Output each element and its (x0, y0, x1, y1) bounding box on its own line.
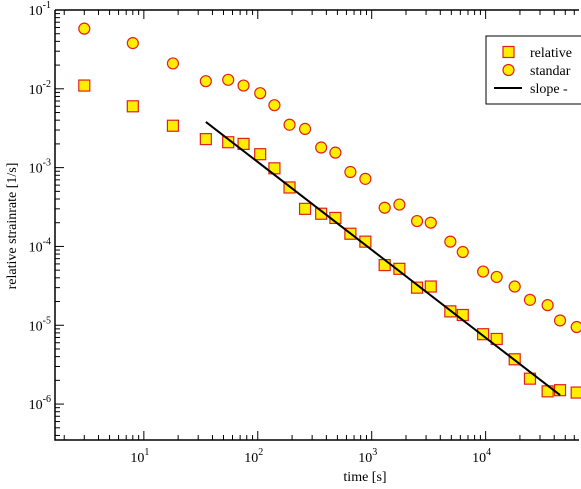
y-tick-label: 10-4 (29, 236, 51, 255)
y-axis-label: relative strainrate [1/s] (5, 163, 20, 290)
standard-data-point (378, 201, 391, 214)
slope-fit-line (205, 121, 561, 396)
standard-data-point (541, 299, 554, 312)
standard-data-point (344, 165, 357, 179)
standard-data-point (237, 79, 250, 92)
x-tick-label: 103 (358, 447, 377, 466)
legend: relative standar slope - (485, 35, 581, 105)
relative-data-point (199, 133, 212, 146)
x-tick-label: 104 (472, 447, 491, 466)
standard-data-point (298, 122, 312, 136)
standard-data-point (553, 314, 567, 327)
standard-data-point (508, 280, 521, 293)
relative-data-point (393, 262, 406, 275)
x-tick-label: 101 (130, 447, 149, 466)
relative-data-point (570, 386, 581, 399)
y-tick-label: 10-3 (29, 158, 51, 177)
standard-data-point (410, 214, 424, 228)
standard-data-point (283, 118, 296, 131)
x-axis-label: time [s] (343, 470, 386, 485)
relative-data-point (78, 79, 91, 92)
relative-data-point (523, 372, 537, 385)
relative-data-point (298, 202, 312, 215)
standard-data-point (254, 87, 267, 100)
plot-frame (54, 9, 579, 441)
axes: 101 102 103 104 10-6 10-5 10-4 10-3 10-2 10-1 (29, 0, 579, 466)
relative-data-point (410, 281, 424, 294)
relative-data-point (490, 332, 503, 346)
standard-data-point (490, 270, 503, 284)
standard-data-point (199, 75, 212, 88)
relative-data-point (166, 119, 180, 132)
standard-data-point (393, 198, 406, 211)
standard-data-point (570, 320, 581, 334)
standard-data-point (359, 172, 372, 185)
relative-data-point (476, 328, 490, 341)
y-tick-label: 10-6 (29, 394, 51, 413)
standard-data-point (268, 99, 281, 112)
relative-data-point (126, 100, 139, 113)
standard-data-point (444, 235, 457, 248)
standard-data-point (315, 141, 328, 154)
standard-data-point (222, 73, 235, 86)
x-tick-label: 102 (244, 447, 263, 466)
legend-symbol (502, 63, 515, 77)
relative-data-point (315, 207, 328, 220)
standard-data-point (523, 293, 537, 306)
y-tick-label: 10-5 (29, 315, 51, 334)
standard-data-point (78, 22, 91, 35)
y-tick-label: 10-2 (29, 79, 51, 98)
relative-data-point (254, 148, 267, 161)
standard-data-point (329, 146, 342, 159)
plot-area (78, 22, 581, 399)
legend-entry-label: standar (530, 64, 571, 79)
standard-data-point (166, 57, 180, 70)
standard-data-point (456, 245, 469, 259)
legend-box (485, 35, 581, 105)
relative-data-point (424, 280, 437, 293)
standard-data-point (126, 37, 139, 50)
y-tick-label: 10-1 (29, 0, 51, 19)
legend-entry-label: relative (530, 46, 572, 61)
standard-data-point (424, 216, 437, 229)
legend-entry-label: slope - (530, 82, 568, 97)
relative-data-point (378, 258, 391, 272)
legend-symbol (502, 45, 515, 59)
standard-data-point (476, 265, 490, 278)
relative-data-point (237, 137, 250, 151)
